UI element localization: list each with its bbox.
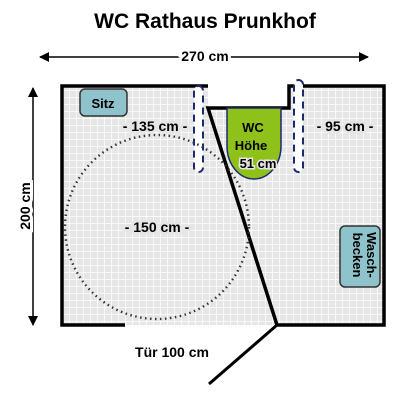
- grab-bar-right: [293, 79, 304, 173]
- door-leaf: [208, 323, 278, 386]
- sink-fixture: Wasch- becken: [339, 225, 381, 288]
- depth-label: 200 cm: [17, 182, 33, 229]
- sink-label-line1: Wasch-: [364, 232, 379, 278]
- door-label: Tür 100 cm: [135, 344, 209, 360]
- width-label: 270 cm: [181, 48, 228, 64]
- plan-title: WC Rathaus Prunkhof: [94, 10, 317, 33]
- wc-height-value: 51 cm: [240, 156, 277, 171]
- seat-label: Sitz: [91, 96, 115, 111]
- room-walls: [60, 84, 386, 327]
- wc-label: WC: [242, 120, 264, 135]
- turning-circle: [63, 133, 251, 321]
- wc-fixture: WC Höhe 51 cm: [226, 107, 282, 180]
- wc-height-label: Höhe: [235, 138, 268, 153]
- sink-label-line2: becken: [350, 233, 365, 278]
- room-floor: [62, 86, 384, 325]
- turning-circle-label: - 150 cm -: [125, 219, 190, 235]
- grab-bar-left: [193, 85, 204, 173]
- left-clearance-label: - 135 cm -: [123, 118, 188, 134]
- seat-fixture: Sitz: [79, 88, 128, 117]
- right-clearance-label: - 95 cm -: [317, 118, 374, 134]
